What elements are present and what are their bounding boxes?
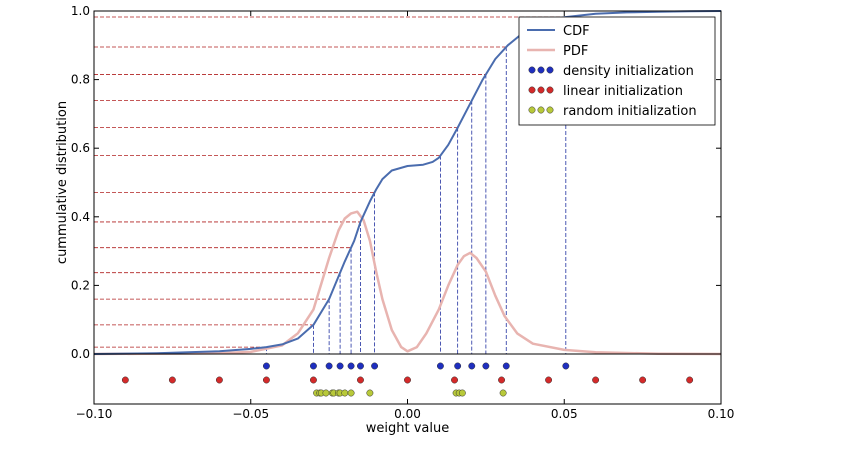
density-point-0 xyxy=(262,362,270,370)
linear-point-8 xyxy=(498,376,505,384)
legend-label-linear: linear initialization xyxy=(563,84,683,99)
y-tick-label-0: 0.0 xyxy=(71,347,90,361)
density-point-1 xyxy=(310,362,317,370)
legend-swatch-linear-0 xyxy=(528,86,536,94)
x-tick-label-2: 0.00 xyxy=(394,407,421,421)
pdf-line xyxy=(93,210,722,356)
y-tick-label-1: 0.2 xyxy=(71,278,90,292)
random-point-14 xyxy=(499,389,507,397)
legend-label-random: random initialization xyxy=(563,104,697,119)
x-tick-label-1: −0.05 xyxy=(232,407,269,421)
legend-label-cdf: CDF xyxy=(563,24,590,39)
linear-point-4 xyxy=(310,376,317,384)
density-point-7 xyxy=(436,362,444,370)
density-point-10 xyxy=(482,362,490,370)
density-point-2 xyxy=(325,362,333,370)
legend-swatch-linear-1 xyxy=(537,86,545,94)
linear-point-6 xyxy=(404,376,411,384)
linear-point-1 xyxy=(168,376,176,384)
legend-swatch-density-2 xyxy=(546,66,554,74)
y-tick-label-5: 1.0 xyxy=(71,4,90,18)
density-point-6 xyxy=(371,362,379,370)
linear-point-5 xyxy=(357,376,364,384)
y-axis-label: cummulative distribution xyxy=(55,101,70,264)
linear-point-11 xyxy=(639,376,647,384)
x-tick-label-0: −0.10 xyxy=(76,407,113,421)
linear-point-2 xyxy=(215,376,223,384)
random-point-9 xyxy=(347,389,355,397)
random-point-8 xyxy=(341,389,349,397)
linear-point-3 xyxy=(262,376,270,384)
linear-point-0 xyxy=(121,376,129,384)
legend-swatch-random-0 xyxy=(528,106,536,114)
legend-swatch-linear-2 xyxy=(546,86,554,94)
density-point-9 xyxy=(468,362,476,370)
y-tick-label-4: 0.8 xyxy=(71,73,90,87)
legend-swatch-random-1 xyxy=(537,106,545,114)
density-point-5 xyxy=(357,362,364,370)
legend-swatch-density-0 xyxy=(528,66,536,74)
x-axis-label: weight value xyxy=(366,421,449,436)
density-point-3 xyxy=(336,362,344,370)
linear-point-12 xyxy=(686,376,694,384)
legend-swatch-density-1 xyxy=(537,66,545,74)
y-tick-label-3: 0.6 xyxy=(71,141,90,155)
y-tick-label-2: 0.4 xyxy=(71,210,90,224)
random-point-13 xyxy=(458,389,466,397)
density-point-11 xyxy=(502,362,510,370)
linear-point-9 xyxy=(545,376,553,384)
density-point-4 xyxy=(347,362,355,370)
random-point-10 xyxy=(366,389,374,397)
legend-swatch-random-2 xyxy=(546,106,554,114)
density-point-12 xyxy=(562,362,570,370)
density-point-8 xyxy=(454,362,462,370)
linear-point-7 xyxy=(451,376,458,384)
x-tick-label-4: 0.10 xyxy=(708,407,735,421)
random-point-3 xyxy=(322,389,330,397)
legend-label-density: density initialization xyxy=(563,64,694,79)
legend-label-pdf: PDF xyxy=(563,44,588,59)
linear-point-10 xyxy=(592,376,600,384)
x-tick-label-3: 0.05 xyxy=(551,407,578,421)
